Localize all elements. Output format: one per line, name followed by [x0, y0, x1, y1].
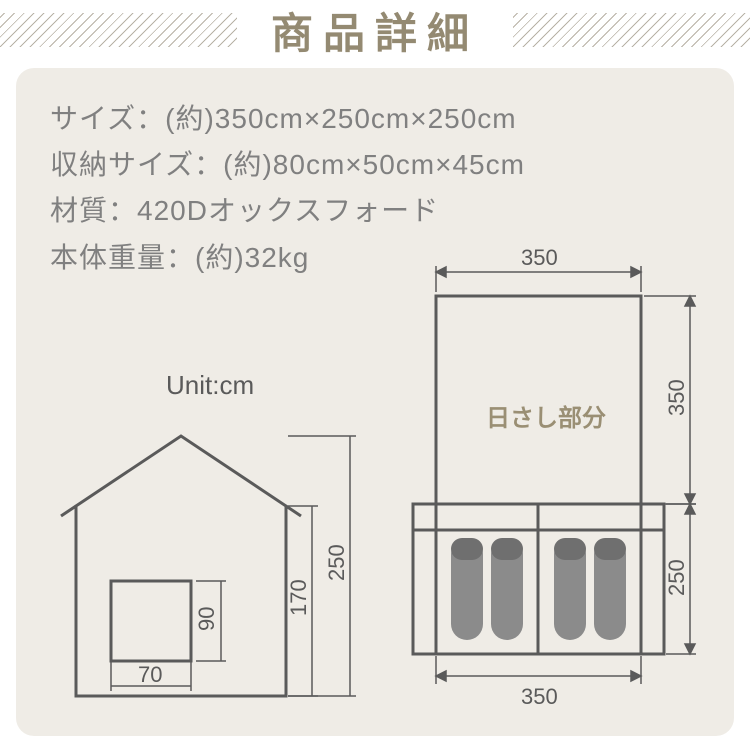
unit-label: Unit:cm [166, 370, 254, 400]
awning-rect [436, 296, 641, 504]
spec-line: サイズ：(約)350cm×250cm×250cm [50, 96, 700, 142]
dim-value: 170 [286, 579, 311, 616]
sleeping-bag [594, 538, 626, 640]
hatch-right [513, 13, 750, 47]
dim-value: 250 [324, 544, 349, 581]
dim-value: 350 [521, 684, 558, 709]
dim-value: 70 [138, 662, 162, 687]
dim-value: 350 [521, 245, 558, 270]
spec-list: サイズ：(約)350cm×250cm×250cm 収納サイズ：(約)80cm×5… [50, 96, 700, 281]
diagram-area: Unit:cm 70 [16, 296, 734, 736]
title-wrap: 商品詳細 [237, 0, 513, 61]
house-eave [286, 506, 301, 516]
content-panel: サイズ：(約)350cm×250cm×250cm 収納サイズ：(約)80cm×5… [16, 68, 734, 736]
dimension-diagram: Unit:cm 70 [16, 296, 736, 736]
dim-value: 90 [194, 607, 219, 631]
header-bar: 商品詳細 [0, 0, 750, 60]
house-eave [61, 506, 76, 516]
sleeping-bag [491, 538, 523, 640]
spec-line: 材質：420Dオックスフォード [50, 188, 700, 234]
dim-value: 250 [664, 559, 689, 596]
page-title: 商品詳細 [271, 10, 479, 57]
awning-label: 日さし部分 [486, 404, 606, 432]
house-window [111, 581, 191, 661]
hatch-left [0, 13, 237, 47]
spec-line: 収納サイズ：(約)80cm×50cm×45cm [50, 142, 700, 188]
sleeping-bag [451, 538, 483, 640]
dim-bottom-w [436, 656, 641, 684]
dim-value: 350 [664, 379, 689, 416]
spec-line: 本体重量：(約)32kg [50, 235, 700, 281]
sleeping-bag [554, 538, 586, 640]
house-outline [76, 436, 286, 696]
